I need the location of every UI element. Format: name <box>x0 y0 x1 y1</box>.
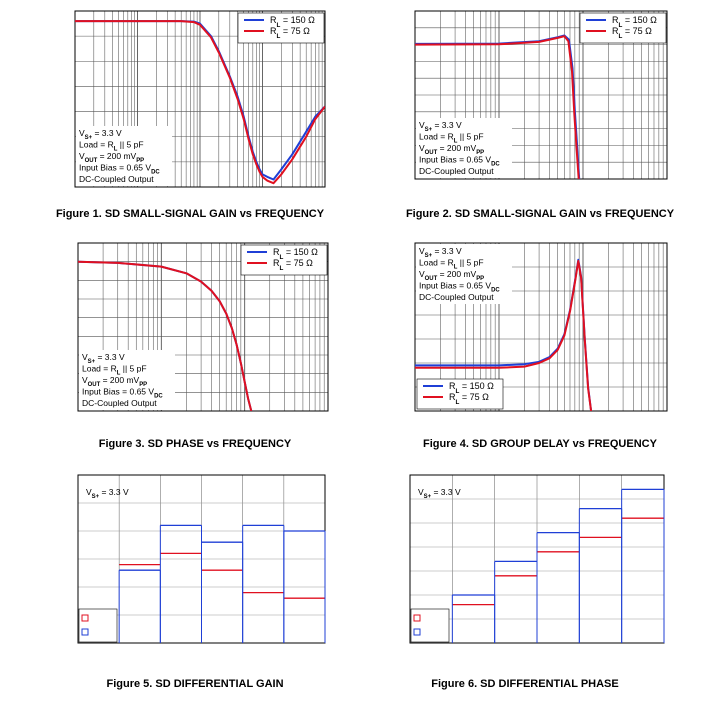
legend: RL = 150 ΩRL = 75 Ω <box>240 244 328 276</box>
annotation-line: DC-Coupled Output <box>79 174 154 184</box>
series-group <box>415 258 593 411</box>
grid <box>414 10 667 180</box>
annotation-line: Load = RL || 5 pF <box>419 258 484 271</box>
plot-frame <box>414 10 668 180</box>
legend-label: RL = 75 Ω <box>612 26 652 40</box>
annotation-line: Load = RL || 5 pF <box>82 364 147 377</box>
annotation-line: VOUT = 200 mVPP <box>419 269 484 282</box>
series-ntsc <box>118 524 326 643</box>
annotation-line: VS+ = 3.3 V <box>419 246 462 259</box>
series-line-rl-75 <box>415 35 580 179</box>
legend-swatch <box>81 614 89 622</box>
series-line-rl-75 <box>75 20 325 185</box>
series-group <box>415 34 581 179</box>
legend <box>78 608 118 643</box>
legend: RL = 150 ΩRL = 75 Ω <box>579 12 667 44</box>
series-pal <box>119 552 325 599</box>
chart-panel-fig3: RL = 150 Ω RL = 75 Ω VS+ = 3.3 V Load = RL … <box>0 230 345 455</box>
series-line-rl-75 <box>78 260 253 411</box>
legend-box <box>237 12 325 44</box>
annotation-line: VS+ = 3.3 V <box>86 487 129 500</box>
legend-label: RL = 150 Ω <box>273 247 318 261</box>
chart-panel-fig1: RL = 150 Ω RL = 75 Ω VS+ = 3.3 V Load = RL … <box>0 0 345 225</box>
annotation-line: DC-Coupled Output <box>419 292 494 302</box>
figure-2-caption: Figure 2. SD SMALL-SIGNAL GAIN vs FREQUE… <box>405 208 675 220</box>
legend-label: RL = 75 Ω <box>449 392 489 406</box>
series-ntsc <box>451 488 665 643</box>
plot-frame <box>414 242 668 412</box>
legend <box>410 608 450 643</box>
annotation-line: VS+ = 3.3 V <box>79 128 122 141</box>
legend-label: RL = 150 Ω <box>612 15 657 29</box>
figure-4-caption: Figure 4. SD GROUP DELAY vs FREQUENCY <box>423 438 657 450</box>
legend-label: RL = 75 Ω <box>270 26 310 40</box>
figure-5-caption: Figure 5. SD DIFFERENTIAL GAIN <box>106 678 284 690</box>
annotation-line: DC-Coupled Output <box>82 398 157 408</box>
legend: RL = 150 ΩRL = 75 Ω <box>237 12 325 44</box>
annotation-line: DC-Coupled Output <box>419 166 494 176</box>
annotation-box <box>79 350 175 410</box>
series-line-rl-75 <box>415 260 593 411</box>
chart-panel-fig4: RL = 150 Ω RL = 75 Ω VS+ = 3.3 V Load = RL … <box>360 230 723 455</box>
annotation-line: VOUT = 200 mVPP <box>79 151 144 164</box>
series-group <box>78 260 253 411</box>
annotation-line: VS+ = 3.3 V <box>419 120 462 133</box>
legend: RL = 150 ΩRL = 75 Ω <box>416 378 504 410</box>
legend-box <box>240 244 328 276</box>
figure-6-caption: Figure 6. SD DIFFERENTIAL PHASE <box>431 678 619 690</box>
figure-3-caption: Figure 3. SD PHASE vs FREQUENCY <box>98 438 292 450</box>
legend-swatch <box>81 628 89 636</box>
legend-label: RL = 150 Ω <box>270 15 315 29</box>
figure-1-caption: Figure 1. SD SMALL-SIGNAL GAIN vs FREQUE… <box>55 208 325 220</box>
legend-box <box>416 378 504 410</box>
legend-swatch <box>413 614 421 622</box>
legend-box <box>78 608 118 643</box>
legend-label: RL = 150 Ω <box>449 381 494 395</box>
legend-box <box>410 608 450 643</box>
series-pal <box>452 517 664 606</box>
legend-swatch <box>413 628 421 636</box>
annotation-line: VS+ = 3.3 V <box>418 487 461 500</box>
annotation-box <box>416 118 512 178</box>
annotation-line: Load = RL || 5 pF <box>419 132 484 145</box>
annotation-line: Input Bias = 0.65 VDC <box>82 387 163 400</box>
annotation-box <box>76 126 172 186</box>
annotation-line: Input Bias = 0.65 VDC <box>419 281 500 294</box>
annotation-line: Load = RL || 5 pF <box>79 140 144 153</box>
plot-frame <box>77 242 329 412</box>
series-group <box>75 20 325 185</box>
annotation-line: Input Bias = 0.65 VDC <box>79 163 160 176</box>
annotation-line: Input Bias = 0.65 VDC <box>419 155 500 168</box>
legend-box <box>579 12 667 44</box>
chart-svg-fig6: VS+ = 3.3 V <box>409 474 665 644</box>
annotation-box <box>416 244 512 304</box>
chart-svg-fig5: VS+ = 3.3 V <box>77 474 326 644</box>
chart-panel-fig5: VS+ = 3.3 V <box>0 466 345 676</box>
plot-frame <box>74 10 326 188</box>
annotation-line: VS+ = 3.3 V <box>82 352 125 365</box>
chart-panel-fig2: RL = 150 Ω RL = 75 Ω VS+ = 3.3 V Load = RL … <box>360 0 723 225</box>
annotation-line: VOUT = 200 mVPP <box>419 143 484 156</box>
annotation-line: VOUT = 200 mVPP <box>82 375 147 388</box>
chart-panel-fig6: VS+ = 3.3 V <box>360 466 723 676</box>
legend-label: RL = 75 Ω <box>273 258 313 272</box>
